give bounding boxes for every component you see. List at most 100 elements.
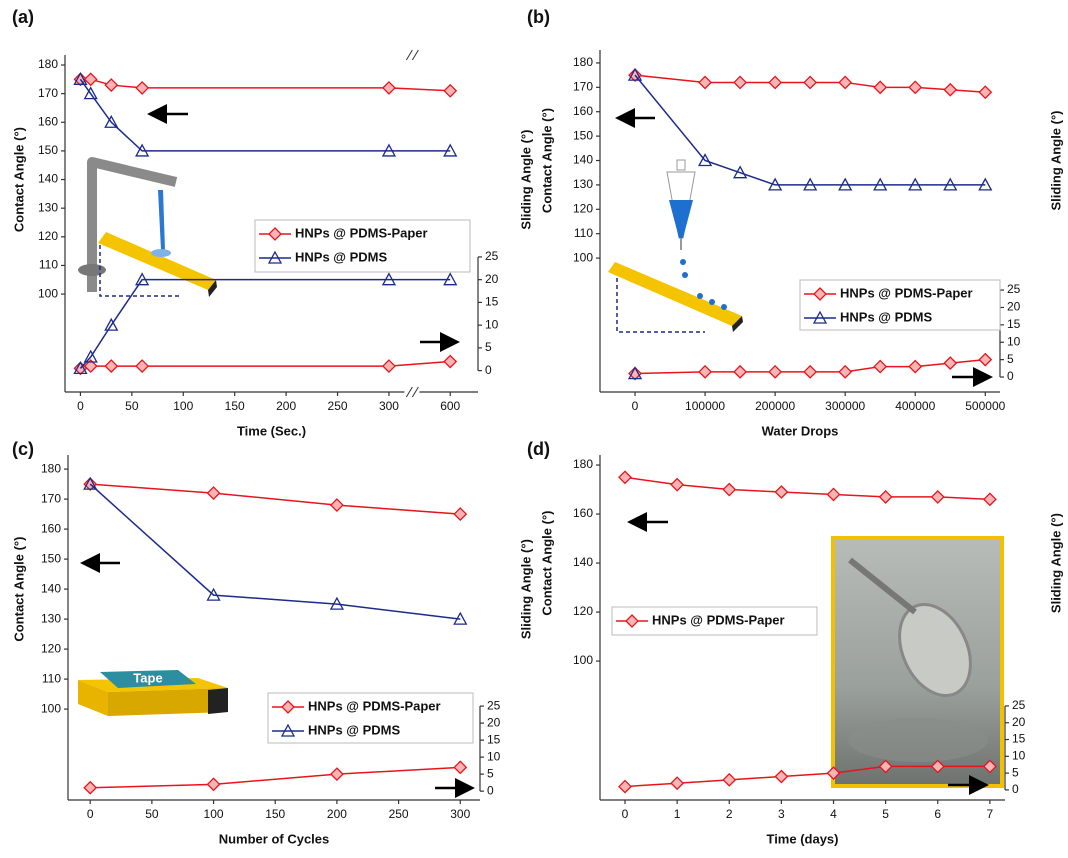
inset-funnel [608, 160, 743, 332]
data-point [775, 486, 787, 498]
data-point [804, 366, 816, 378]
y2-tick-label: 25 [1012, 698, 1026, 712]
x-axis-label: Number of Cycles [219, 831, 330, 846]
y2-tick-label: 10 [487, 749, 501, 763]
y-tick-label: 140 [573, 153, 593, 167]
data-point [383, 82, 395, 94]
data-point [699, 76, 711, 88]
x-tick-label: 100 [204, 807, 224, 821]
x-tick-label: 500000 [965, 399, 1005, 413]
y-tick-label: 110 [39, 258, 58, 272]
x-tick-label: 200 [327, 807, 347, 821]
x-tick-label: 300 [379, 399, 399, 413]
panel-title: (a) [12, 7, 34, 27]
figure: (a)0501001502002503006001001101201301401… [0, 0, 1068, 858]
legend-label: HNPs @ PDMS-Paper [308, 698, 441, 713]
x-tick-label: 300000 [825, 399, 865, 413]
data-point [984, 493, 996, 505]
y-tick-label: 180 [573, 457, 593, 471]
y2-tick-label: 20 [487, 715, 501, 729]
x-tick-label: 100000 [685, 399, 725, 413]
panel-title: (d) [527, 439, 550, 459]
y2-axis-label: Sliding Angle (°) [518, 130, 533, 230]
data-point [699, 366, 711, 378]
y-tick-label: 170 [573, 79, 593, 93]
y2-tick-label: 25 [1007, 282, 1021, 296]
annotation: Tape [133, 670, 162, 685]
legend-label: HNPs @ PDMS [295, 249, 387, 264]
inset-faucet [78, 162, 217, 297]
y-axis-label: Contact Angle (°) [11, 127, 26, 232]
panel-title: (c) [12, 439, 34, 459]
x-tick-label: 0 [622, 807, 629, 821]
legend-label: HNPs @ PDMS [840, 309, 932, 324]
x-tick-label: 600 [440, 399, 460, 413]
y2-tick-label: 0 [1012, 782, 1019, 796]
y2-tick-label: 5 [487, 766, 494, 780]
y2-axis-label: Sliding Angle (°) [518, 539, 533, 639]
y2-tick-label: 20 [1012, 715, 1026, 729]
data-point [723, 484, 735, 496]
x-tick-label: 150 [265, 807, 285, 821]
data-point [444, 85, 456, 97]
y-tick-label: 110 [574, 226, 593, 240]
y2-tick-label: 10 [485, 317, 499, 331]
y-tick-label: 100 [38, 286, 58, 300]
data-point [671, 479, 683, 491]
y-tick-label: 120 [573, 201, 593, 215]
data-point [331, 768, 343, 780]
y-tick-label: 180 [38, 57, 58, 71]
x-tick-label: 0 [632, 399, 639, 413]
series-line [80, 280, 450, 369]
axis-break [412, 387, 418, 397]
x-tick-label: 250 [389, 807, 409, 821]
data-point [136, 360, 148, 372]
y2-tick-label: 15 [487, 732, 501, 746]
data-point [828, 488, 840, 500]
data-point [874, 81, 886, 93]
axis-break [412, 50, 418, 60]
legend-label: HNPs @ PDMS-Paper [840, 285, 973, 300]
series-line [80, 79, 450, 151]
x-tick-label: 1 [674, 807, 681, 821]
y-tick-label: 160 [573, 506, 593, 520]
y-tick-label: 130 [573, 177, 593, 191]
y-tick-label: 120 [573, 604, 593, 618]
y2-axis-label: Sliding Angle (°) [1048, 110, 1063, 210]
data-point [734, 76, 746, 88]
y-tick-label: 150 [38, 143, 58, 157]
x-tick-label: 0 [87, 807, 94, 821]
x-tick-label: 6 [934, 807, 941, 821]
y-tick-label: 100 [41, 701, 61, 715]
series-line [90, 484, 460, 619]
y2-tick-label: 0 [487, 783, 494, 797]
x-tick-label: 7 [987, 807, 994, 821]
data-point [105, 79, 117, 91]
panel: (b)0100000200000300000400000500000100110… [527, 7, 1063, 439]
x-tick-label: 4 [830, 807, 837, 821]
series-line [635, 75, 985, 185]
x-tick-label: 3 [778, 807, 785, 821]
series-line [90, 484, 460, 514]
y-axis-label: Contact Angle (°) [539, 511, 554, 616]
data-point [671, 777, 683, 789]
y-tick-label: 100 [573, 653, 593, 667]
y2-tick-label: 0 [485, 363, 492, 377]
y-axis-label: Contact Angle (°) [11, 537, 26, 642]
x-tick-label: 50 [145, 807, 159, 821]
x-tick-label: 100 [173, 399, 193, 413]
y-tick-label: 180 [41, 461, 61, 475]
y2-tick-label: 20 [1007, 300, 1021, 314]
data-point [208, 487, 220, 499]
y-tick-label: 120 [41, 641, 61, 655]
y-tick-label: 120 [38, 229, 58, 243]
data-point [454, 508, 466, 520]
data-point [619, 781, 631, 793]
y-tick-label: 140 [38, 172, 58, 186]
data-point [944, 357, 956, 369]
data-point [84, 782, 96, 794]
data-point [734, 366, 746, 378]
y2-tick-label: 15 [1007, 317, 1021, 331]
data-point [723, 774, 735, 786]
y2-tick-label: 20 [485, 272, 499, 286]
